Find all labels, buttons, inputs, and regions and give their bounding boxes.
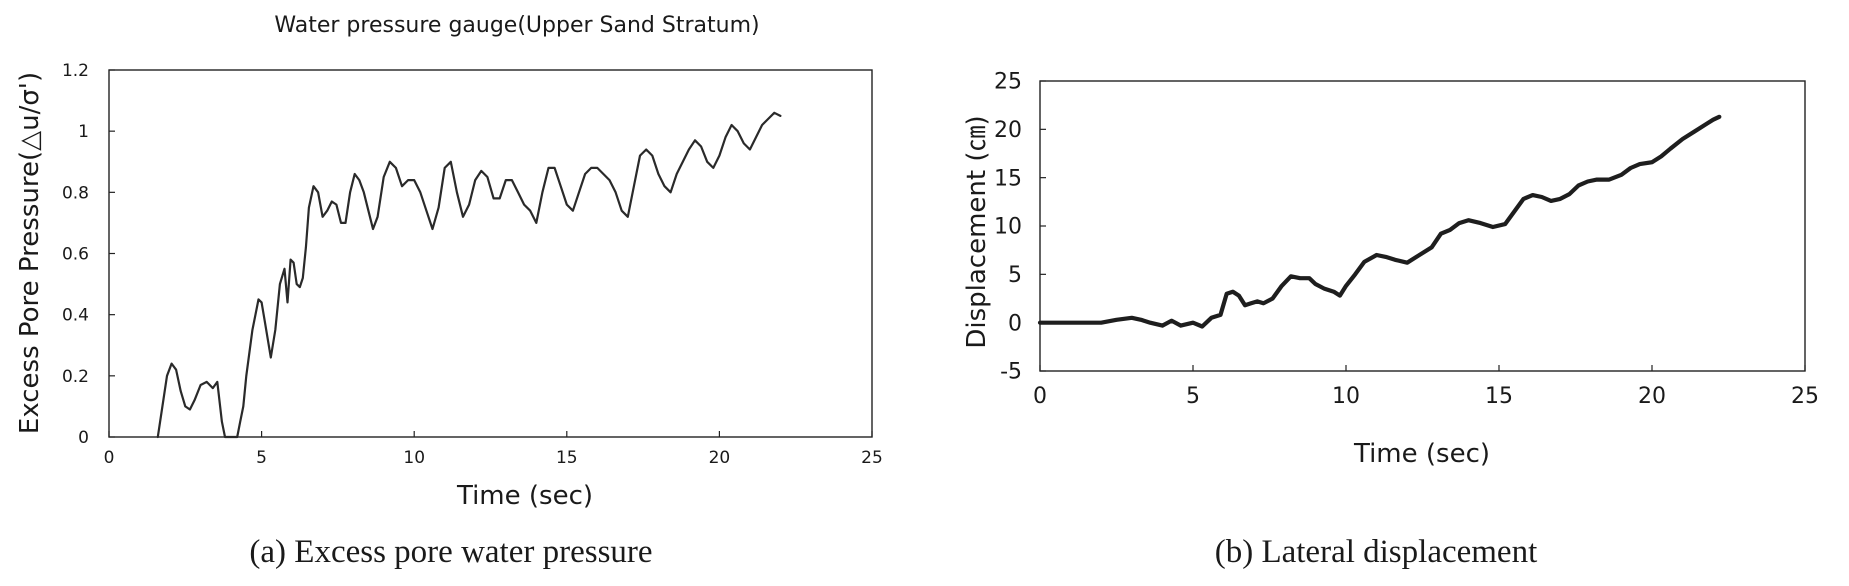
chart-b-plot-frame (1039, 80, 1806, 372)
chart-a-y-tick-label: 0 (78, 428, 89, 448)
chart-a-x-tick-label: 10 (403, 448, 425, 468)
chart-b-x-tick-label: 5 (1186, 384, 1200, 409)
chart-a-y-tick-label: 1 (78, 122, 89, 142)
chart-a-x-tick-label: 0 (104, 448, 115, 468)
chart-b-y-tick-label: 15 (994, 166, 1022, 191)
chart-b-x-tick-label: 25 (1791, 384, 1819, 409)
chart-b-x-tick-label: 15 (1485, 384, 1513, 409)
chart-b-x-tick-label: 0 (1033, 384, 1047, 409)
chart-b-y-tick-label: 25 (994, 70, 1022, 95)
chart-a-x-axis-label: Time (sec) (456, 481, 593, 511)
chart-b-y-tick-label: 0 (1008, 311, 1022, 336)
chart-b-y-tick-label: 10 (994, 215, 1022, 240)
chart-a-plot-frame (108, 69, 873, 438)
chart-a-x-ticks: 0 5 10 15 20 25 (104, 431, 883, 468)
chart-b-x-tick-label: 20 (1638, 384, 1666, 409)
chart-b-x-axis-label: Time (sec) (1353, 439, 1490, 469)
chart-a-y-tick-label: 0.6 (62, 244, 89, 264)
chart-b-y-ticks: 25 20 15 10 5 0 -5 (994, 70, 1046, 385)
chart-a-y-tick-label: 0.8 (62, 183, 89, 203)
chart-a-y-axis-label: Excess Pore Pressure(△u/σ') (15, 72, 45, 434)
chart-a-y-tick-label: 0.2 (62, 367, 89, 387)
chart-a-caption: (a) Excess pore water pressure (249, 534, 652, 570)
chart-a-series-line (156, 111, 782, 439)
chart-b-series-line (1037, 114, 1722, 329)
chart-panel-a: Water pressure gauge(Upper Sand Stratum)… (15, 13, 883, 570)
chart-b-x-ticks: 0 5 10 15 20 25 (1033, 365, 1819, 409)
chart-panel-b: 25 20 15 10 5 0 -5 0 5 10 15 20 25 Time (sec) Displ… (962, 70, 1819, 570)
chart-a-x-tick-label: 20 (709, 448, 731, 468)
chart-b-x-tick-label: 10 (1332, 384, 1360, 409)
chart-b-y-tick-label: -5 (1000, 360, 1022, 385)
chart-b-y-axis-label: Displacement (㎝) (962, 115, 992, 348)
chart-a-x-tick-label: 5 (256, 448, 267, 468)
chart-b-caption: (b) Lateral displacement (1215, 534, 1538, 570)
chart-a-y-tick-label: 1.2 (62, 61, 89, 81)
chart-b-y-tick-label: 20 (994, 118, 1022, 143)
chart-a-title: Water pressure gauge(Upper Sand Stratum) (274, 13, 759, 38)
chart-a-x-tick-label: 15 (556, 448, 578, 468)
chart-b-y-tick-label: 5 (1008, 263, 1022, 288)
chart-a-y-tick-label: 0.4 (62, 306, 89, 326)
chart-a-y-ticks: 0 0.2 0.4 0.6 0.8 1 1.2 (62, 61, 115, 448)
chart-a-x-tick-label: 25 (861, 448, 883, 468)
